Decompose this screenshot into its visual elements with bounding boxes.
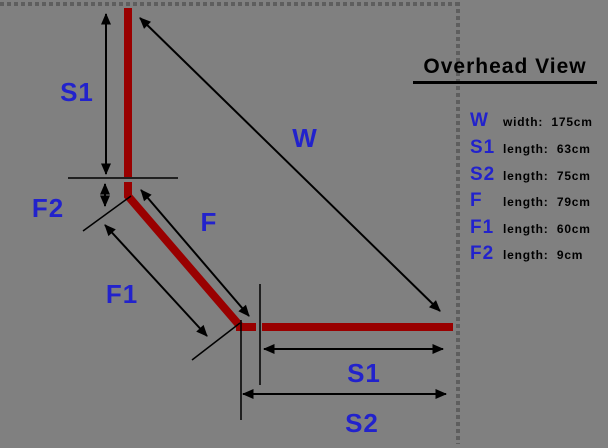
extension-line-bend (82, 195, 132, 232)
dimension-arrow-w (139, 17, 441, 312)
extension-line-corner (191, 322, 241, 361)
label-f: F (201, 207, 218, 237)
label-f1: F1 (106, 279, 138, 309)
label-s2: S2 (345, 408, 379, 438)
dimension-arrow-f (140, 189, 250, 317)
wall-segment-fold (124, 182, 244, 329)
label-w: W (292, 123, 318, 153)
label-s1-top: S1 (60, 77, 94, 107)
dimension-arrow-f1 (104, 224, 208, 337)
page-title: Overhead View (413, 55, 597, 84)
label-s1-bottom: S1 (347, 358, 381, 388)
label-f2: F2 (32, 193, 64, 223)
